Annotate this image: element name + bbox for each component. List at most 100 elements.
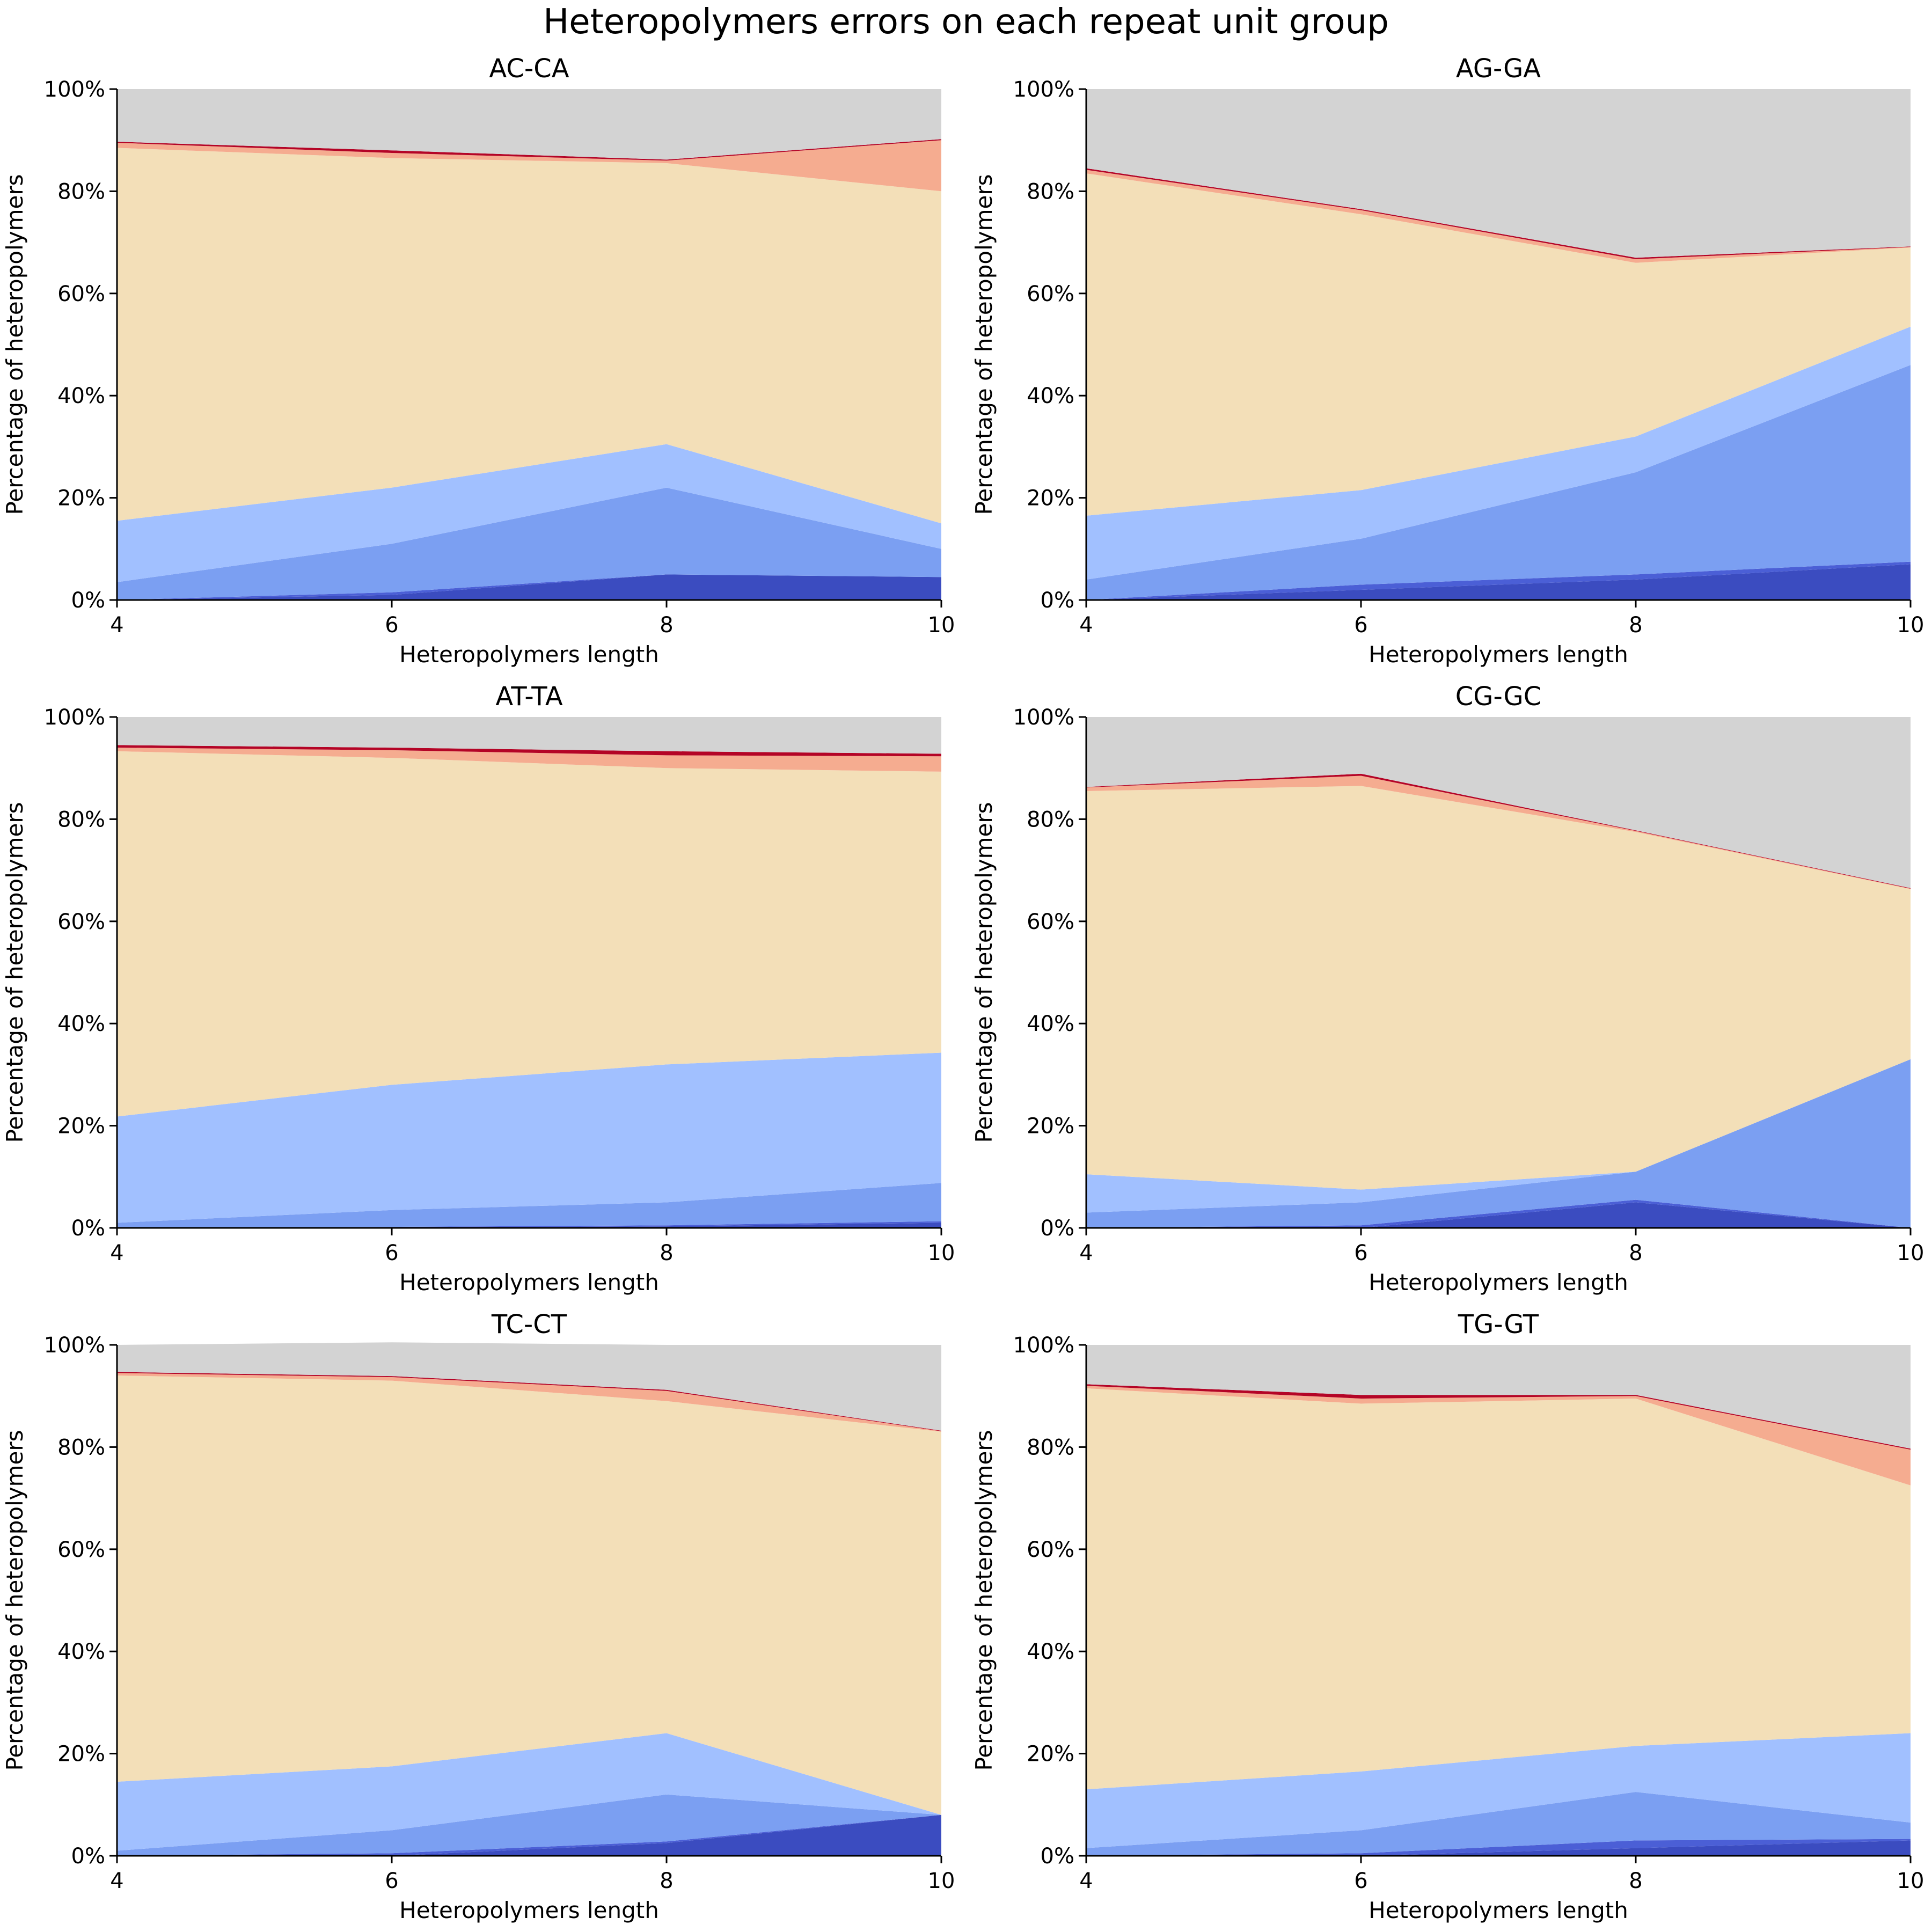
y-tick-label: 0%	[71, 1216, 105, 1241]
x-tick-label: 10	[928, 613, 955, 638]
area-layer-8	[1086, 1345, 1911, 1449]
area-layer-3	[1086, 1059, 1911, 1228]
x-tick-label: 6	[1354, 1869, 1367, 1893]
area-layer-6	[117, 1373, 941, 1432]
area-layer-1	[1086, 1840, 1911, 1856]
x-tick-label: 10	[1897, 1869, 1924, 1893]
x-tick-label: 10	[1897, 613, 1924, 638]
panel-tg-gt: TG-GT4 6 8 100%20%40%60%80%100%Heteropolyme…	[971, 1309, 1924, 1923]
x-tick-label: 8	[660, 613, 673, 638]
area-layer-7	[117, 1372, 941, 1431]
area-layer-2	[1086, 1199, 1911, 1228]
x-axis-label: Heteropolymers length	[1368, 641, 1628, 668]
y-tick-label: 100%	[1013, 705, 1074, 730]
panel-tc-ct: TC-CT4 6 8 100%20%40%60%80%100%Heteropolyme…	[2, 1309, 955, 1923]
y-tick-label: 40%	[57, 384, 105, 408]
x-tick-label: 4	[1079, 1869, 1093, 1893]
panel-at-ta: AT-TA4 6 8 100%20%40%60%80%100%Heteropolyme…	[2, 682, 955, 1296]
y-tick-label: 100%	[1013, 1333, 1074, 1358]
area-layer-5	[117, 148, 941, 524]
y-tick-label: 20%	[1027, 1114, 1074, 1139]
y-tick-label: 0%	[1041, 1216, 1074, 1241]
y-tick-label: 60%	[1027, 910, 1074, 934]
area-layer-2	[1086, 561, 1911, 600]
y-axis-label: Percentage of heteropolymers	[2, 1430, 28, 1770]
x-tick-label: 4	[110, 613, 123, 638]
panel-title: AC-CA	[489, 54, 569, 84]
y-tick-label: 80%	[57, 1435, 105, 1460]
panel-title: AG-GA	[1456, 54, 1541, 84]
area-layer-5	[117, 1375, 941, 1815]
x-tick-label: 10	[928, 1241, 955, 1265]
area-layer-1	[1086, 564, 1911, 600]
x-axis-label: Heteropolymers length	[399, 1897, 659, 1923]
x-tick-label: 4	[1079, 1241, 1093, 1265]
area-layer-8	[1086, 717, 1911, 888]
y-tick-label: 40%	[1027, 384, 1074, 408]
y-tick-label: 80%	[1027, 1435, 1074, 1460]
area-layer-6	[1086, 1386, 1911, 1485]
area-layer-5	[1086, 173, 1911, 516]
x-axis-label: Heteropolymers length	[1368, 1269, 1628, 1296]
area-layer-8	[117, 717, 941, 754]
panel-title: CG-GC	[1455, 682, 1542, 712]
area-layer-3	[117, 1794, 941, 1856]
area-layer-7	[1086, 168, 1911, 259]
area-layer-4	[117, 1733, 941, 1851]
x-tick-label: 4	[110, 1241, 123, 1265]
area-layer-6	[1086, 775, 1911, 889]
y-tick-label: 20%	[57, 1742, 105, 1767]
y-tick-label: 0%	[1041, 588, 1074, 613]
figure-title: Heteropolymers errors on each repeat uni…	[543, 2, 1389, 42]
y-tick-label: 40%	[57, 1640, 105, 1664]
y-tick-label: 100%	[44, 1333, 105, 1358]
area-layer-1	[117, 574, 941, 600]
x-tick-label: 6	[1354, 613, 1367, 638]
x-tick-label: 6	[385, 1869, 398, 1893]
y-tick-label: 60%	[1027, 1538, 1074, 1562]
y-axis-label: Percentage of heteropolymers	[971, 1430, 997, 1770]
panel-ac-ca: AC-CA4 6 8 100%20%40%60%80%100%Heteropolyme…	[2, 54, 955, 668]
panel-title: TG-GT	[1458, 1309, 1539, 1340]
y-axis-label: Percentage of heteropolymers	[2, 802, 28, 1143]
y-tick-label: 100%	[1013, 77, 1074, 102]
x-tick-label: 8	[660, 1869, 673, 1893]
x-axis-label: Heteropolymers length	[399, 641, 659, 668]
y-tick-label: 60%	[57, 910, 105, 934]
area-layer-7	[117, 139, 941, 161]
panel-title: AT-TA	[495, 682, 563, 712]
x-tick-label: 6	[385, 1241, 398, 1265]
y-tick-label: 80%	[1027, 807, 1074, 832]
y-tick-label: 20%	[57, 486, 105, 511]
x-tick-label: 8	[1629, 1241, 1642, 1265]
x-tick-label: 8	[1629, 613, 1642, 638]
area-layer-3	[117, 1183, 941, 1228]
x-tick-label: 8	[1629, 1869, 1642, 1893]
panel-title: TC-CT	[491, 1309, 567, 1340]
panel-cg-gc: CG-GC4 6 8 100%20%40%60%80%100%Heteropolyme…	[971, 682, 1924, 1296]
y-tick-label: 60%	[1027, 282, 1074, 306]
y-tick-label: 20%	[1027, 1742, 1074, 1767]
y-tick-label: 80%	[1027, 179, 1074, 204]
x-tick-label: 10	[1897, 1241, 1924, 1265]
y-tick-label: 60%	[57, 1538, 105, 1562]
x-tick-label: 8	[660, 1241, 673, 1265]
area-layer-2	[1086, 1839, 1911, 1856]
x-tick-label: 4	[1079, 613, 1093, 638]
area-layer-3	[1086, 365, 1911, 600]
y-axis-label: Percentage of heteropolymers	[971, 174, 997, 515]
area-layer-2	[117, 1221, 941, 1228]
y-tick-label: 0%	[1041, 1844, 1074, 1869]
x-tick-label: 10	[928, 1869, 955, 1893]
x-tick-label: 4	[110, 1869, 123, 1893]
area-layer-5	[1086, 786, 1911, 1190]
area-layer-4	[1086, 1059, 1911, 1213]
area-layer-2	[117, 1814, 941, 1856]
area-layer-4	[117, 1052, 941, 1223]
area-layer-8	[117, 1342, 941, 1431]
y-tick-label: 40%	[1027, 1012, 1074, 1036]
panel-ag-ga: AG-GA4 6 8 100%20%40%60%80%100%Heteropolyme…	[971, 54, 1924, 668]
area-layer-4	[1086, 1733, 1911, 1848]
y-tick-label: 80%	[57, 807, 105, 832]
